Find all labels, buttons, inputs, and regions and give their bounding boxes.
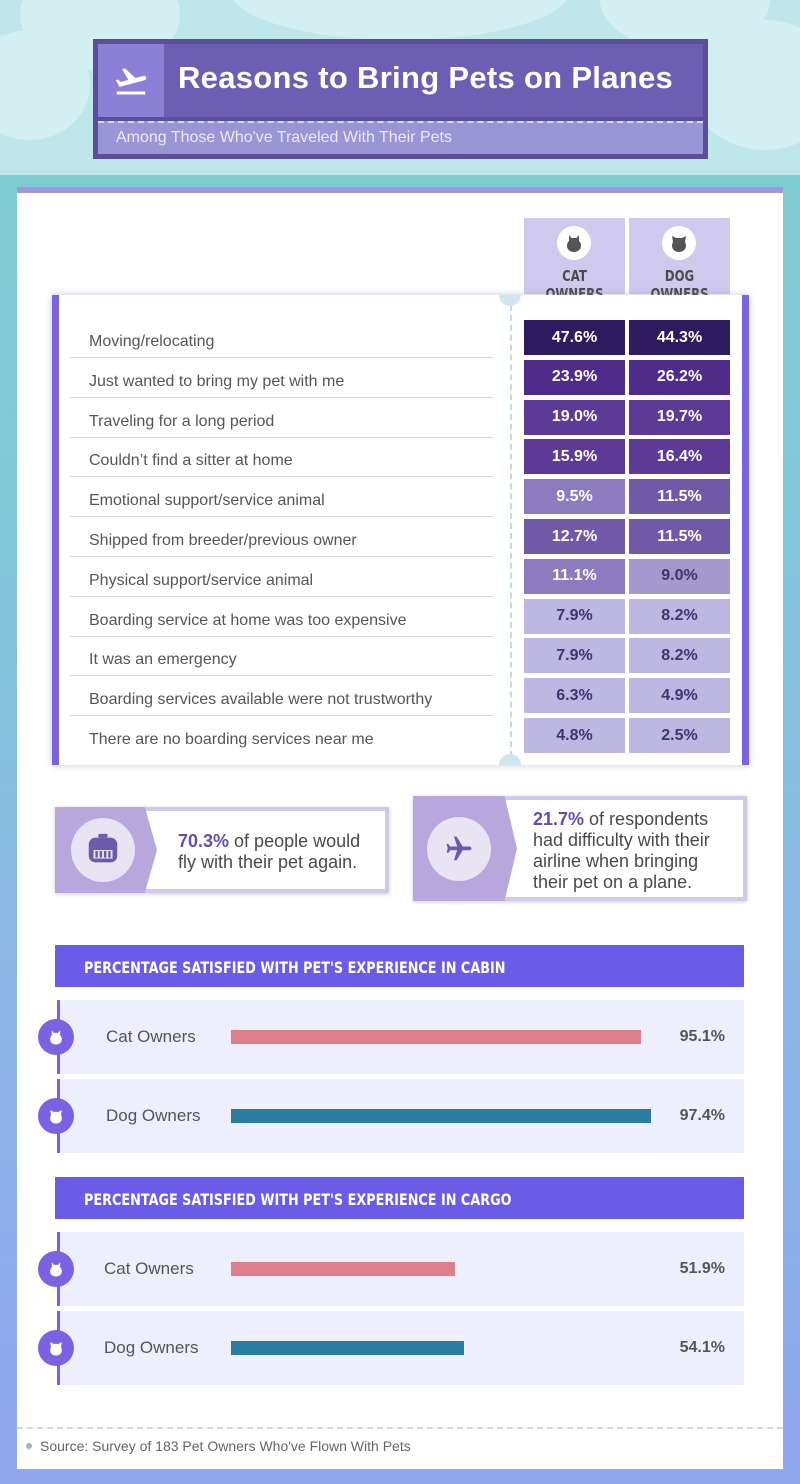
page-subtitle: Among Those Who've Traveled With Their P…	[116, 129, 452, 146]
table-cell-dog: 8.2%	[629, 598, 730, 634]
chart-title-bar: PERCENTAGE SATISFIED WITH PET'S EXPERIEN…	[55, 1177, 744, 1219]
stat-difficulty-text: 21.7% of respondents had difficulty with…	[533, 809, 738, 893]
table-cell-cat: 7.9%	[524, 638, 625, 674]
dog-icon	[662, 226, 696, 260]
table-row-label: Boarding service at home was too expensi…	[89, 611, 407, 629]
table-cell-dog: 19.7%	[629, 399, 730, 435]
header-title-bar	[98, 44, 703, 117]
chart-title: PERCENTAGE SATISFIED WITH PET'S EXPERIEN…	[84, 1190, 512, 1209]
bullet-dot	[26, 1443, 32, 1449]
table-cell-dog: 8.2%	[629, 638, 730, 674]
table-row-label: It was an emergency	[89, 651, 237, 669]
table-row-label: Traveling for a long period	[89, 412, 275, 430]
stat-fly-again-value: 70.3%	[178, 831, 230, 851]
table-row-divider	[70, 396, 493, 398]
table-cell-cat: 4.8%	[524, 718, 625, 753]
table-row-divider	[70, 715, 493, 717]
table-cell-cat: 12.7%	[524, 519, 625, 554]
page-subtitle-bar: Among Those Who've Traveled With Their P…	[98, 121, 703, 154]
stat-icon-panel	[55, 807, 157, 893]
pet-carrier-icon	[71, 818, 135, 882]
page-title: Reasons to Bring Pets on Planes	[178, 60, 674, 95]
ticket-notch	[499, 295, 521, 306]
table-row-divider	[70, 595, 493, 597]
column-header-cat: CAT OWNERS	[524, 218, 625, 303]
table-row-label: Moving/relocating	[89, 333, 215, 350]
table-cell-dog: 11.5%	[629, 479, 730, 515]
stat-difficulty-line3: airline when bringing	[533, 851, 699, 871]
table-row-label: Just wanted to bring my pet with me	[89, 372, 345, 390]
table-row-label: There are no boarding services near me	[89, 731, 374, 748]
table-cell-cat: 15.9%	[524, 439, 625, 475]
airplane-icon	[98, 44, 164, 117]
chart-bar	[231, 1109, 651, 1123]
table-row-divider	[70, 635, 493, 637]
table-cell-cat: 6.3%	[524, 678, 625, 714]
stat-difficulty-line2: had difficulty with their	[533, 830, 710, 850]
table-row-divider	[70, 556, 493, 557]
stat-fly-again-line2: fly with their pet again.	[178, 852, 358, 872]
cat-icon	[557, 226, 591, 260]
table-row-divider	[70, 357, 493, 358]
cat-icon	[38, 1019, 74, 1055]
table-cell-dog: 44.3%	[629, 320, 730, 355]
stat-fly-again-text: 70.3% of people would fly with their pet…	[178, 831, 378, 873]
table-cell-cat: 11.1%	[524, 558, 625, 594]
stat-fly-again-line1: of people would	[229, 831, 361, 851]
table-cell-dog: 2.5%	[629, 718, 730, 753]
stat-difficulty-line1: of respondents	[584, 809, 709, 829]
chart-category-label: Dog Owners	[106, 1106, 201, 1125]
cloud-decoration	[230, 0, 570, 40]
airplane-icon	[427, 817, 491, 881]
table-row-label: Physical support/service animal	[89, 571, 314, 589]
table-cell-dog: 26.2%	[629, 359, 730, 395]
table-row-divider	[70, 436, 493, 438]
table-row-label: Couldn’t find a sitter at home	[89, 452, 293, 470]
chart-bar	[231, 1030, 641, 1044]
ticket-notch	[499, 754, 521, 765]
table-row-label: Boarding services available were not tru…	[89, 691, 433, 709]
table-cell-dog: 11.5%	[629, 519, 730, 554]
source-divider	[17, 1427, 783, 1429]
table-row-divider	[70, 675, 493, 677]
chart-category-label: Cat Owners	[106, 1027, 196, 1046]
chart-value-label: 54.1%	[679, 1339, 725, 1356]
table-cell-dog: 16.4%	[629, 439, 730, 475]
table-row-divider	[70, 516, 493, 518]
chart-bar	[231, 1262, 455, 1276]
source-note: Source: Survey of 183 Pet Owners Who've …	[40, 1438, 411, 1454]
table-cell-cat: 9.5%	[524, 479, 625, 515]
table-row-divider	[70, 476, 493, 478]
table-cell-dog: 9.0%	[629, 558, 730, 594]
table-divider	[510, 305, 512, 757]
table-row-label: Shipped from breeder/previous owner	[89, 532, 357, 549]
cat-icon	[38, 1251, 74, 1287]
chart-category-label: Dog Owners	[104, 1338, 199, 1357]
dog-icon	[38, 1330, 74, 1366]
table-row-label: Emotional support/service animal	[89, 492, 325, 510]
chart-title-bar: PERCENTAGE SATISFIED WITH PET'S EXPERIEN…	[55, 945, 744, 987]
chart-value-label: 95.1%	[679, 1028, 725, 1045]
column-header-dog: DOG OWNERS	[629, 218, 730, 303]
chart-title: PERCENTAGE SATISFIED WITH PET'S EXPERIEN…	[84, 958, 506, 977]
table-cell-cat: 19.0%	[524, 399, 625, 435]
stat-icon-panel	[413, 796, 517, 901]
chart-bar	[231, 1341, 464, 1355]
chart-value-label: 97.4%	[679, 1107, 725, 1124]
chart-category-label: Cat Owners	[104, 1259, 194, 1278]
table-cell-cat: 47.6%	[524, 320, 625, 355]
chart-value-label: 51.9%	[679, 1260, 725, 1277]
table-cell-dog: 4.9%	[629, 678, 730, 714]
stat-difficulty-line4: their pet on a plane.	[533, 872, 693, 892]
table-cell-cat: 7.9%	[524, 598, 625, 634]
table-cell-cat: 23.9%	[524, 359, 625, 395]
stat-difficulty-value: 21.7%	[533, 809, 585, 829]
dog-icon	[38, 1098, 74, 1134]
